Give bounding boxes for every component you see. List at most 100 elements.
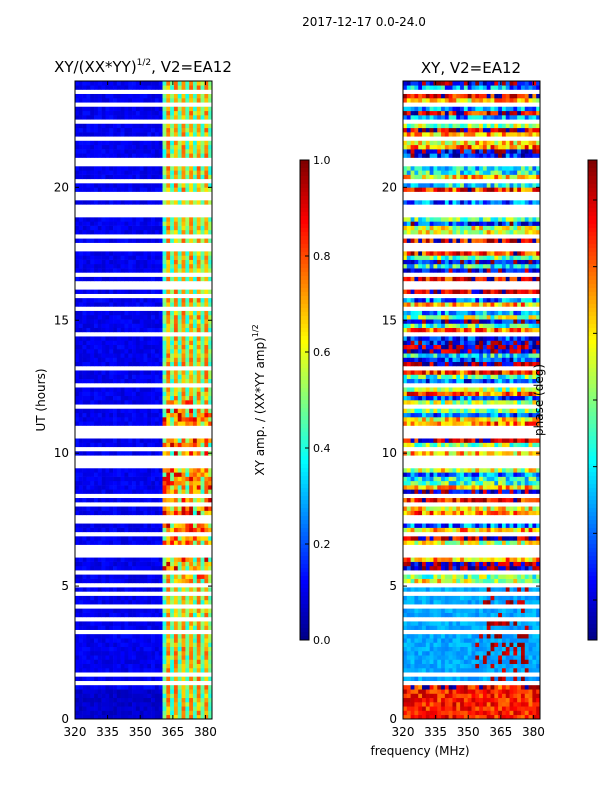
amplitude-cell xyxy=(151,676,156,682)
amplitude-cell xyxy=(128,642,133,647)
amplitude-cell xyxy=(82,98,87,103)
amplitude-cell xyxy=(97,225,102,231)
phase-cell xyxy=(429,625,434,630)
amplitude-cell xyxy=(97,170,102,175)
amplitude-cell xyxy=(139,289,144,294)
amplitude-cell xyxy=(120,642,125,647)
phase-cell xyxy=(403,621,408,626)
amplitude-cell xyxy=(86,98,91,103)
phase-cell xyxy=(490,621,495,626)
amplitude-cell xyxy=(86,263,91,269)
amplitude-cell xyxy=(97,153,102,158)
amplitude-cell xyxy=(97,319,102,324)
amplitude-cell xyxy=(135,225,140,231)
amplitude-cell xyxy=(173,149,179,154)
phase-cell xyxy=(486,706,491,711)
amplitude-cell xyxy=(177,663,182,669)
amplitude-cell xyxy=(78,676,83,682)
amplitude-cell xyxy=(113,442,118,448)
amplitude-colorbar-swatch xyxy=(300,420,309,425)
amplitude-cell xyxy=(124,523,129,528)
amplitude-cell xyxy=(204,442,209,448)
amplitude-cell xyxy=(90,472,95,477)
phase-cell xyxy=(433,689,438,694)
amplitude-cell xyxy=(94,183,99,188)
amplitude-cell xyxy=(101,706,106,711)
amplitude-cell xyxy=(158,81,163,86)
amplitude-cell xyxy=(139,302,144,307)
phase-cell xyxy=(513,706,518,711)
phase-cell xyxy=(414,710,419,716)
amplitude-cell xyxy=(139,353,144,358)
amplitude-cell xyxy=(143,93,148,99)
phase-cell xyxy=(498,638,503,643)
amplitude-cell xyxy=(158,123,163,129)
amplitude-cell xyxy=(200,259,205,265)
amplitude-colorbar-swatch xyxy=(300,436,309,441)
phase-cell xyxy=(418,557,423,562)
amplitude-cell xyxy=(135,485,140,490)
amplitude-cell xyxy=(82,697,87,703)
amplitude-cell xyxy=(147,587,152,592)
amplitude-cell xyxy=(162,387,167,392)
amplitude-cell xyxy=(82,115,87,120)
amplitude-cell xyxy=(94,174,99,180)
amplitude-cell xyxy=(158,476,163,482)
amplitude-cell xyxy=(166,578,171,584)
amplitude-cell xyxy=(105,451,110,456)
amplitude-cell xyxy=(124,378,129,384)
phase-cell xyxy=(479,701,484,707)
amplitude-data-gap xyxy=(75,208,212,214)
phase-cell xyxy=(418,659,423,665)
amplitude-cell xyxy=(109,348,114,354)
phase-cell xyxy=(410,561,415,567)
amplitude-cell xyxy=(162,565,167,571)
amplitude-cell xyxy=(192,81,198,86)
amplitude-cell xyxy=(116,297,121,303)
phase-cell xyxy=(410,608,415,613)
amplitude-cell xyxy=(173,221,179,226)
phase-cell xyxy=(418,565,423,571)
phase-cell xyxy=(448,714,453,720)
phase-cell xyxy=(418,650,423,656)
amplitude-cell xyxy=(204,510,209,516)
amplitude-cell xyxy=(94,608,99,613)
phase-cell xyxy=(524,608,529,613)
amplitude-cell xyxy=(208,98,213,103)
amplitude-cell xyxy=(78,476,83,482)
amplitude-cell xyxy=(109,276,114,282)
amplitude-cell xyxy=(154,110,160,116)
amplitude-cell xyxy=(162,127,167,133)
amplitude-cell xyxy=(128,438,133,443)
amplitude-cell xyxy=(101,633,106,639)
amplitude-cell xyxy=(132,115,137,120)
amplitude-cell xyxy=(78,123,83,129)
amplitude-cell xyxy=(101,697,106,703)
amplitude-cell xyxy=(75,476,80,482)
phase-cell xyxy=(520,693,526,699)
phase-cell xyxy=(532,574,537,579)
amplitude-cell xyxy=(143,527,148,533)
phase-cell xyxy=(501,693,507,699)
phase-cell xyxy=(441,574,446,579)
phase-cell xyxy=(498,697,503,703)
amplitude-cell xyxy=(196,417,201,422)
amplitude-cell xyxy=(147,612,152,618)
phase-cell xyxy=(513,689,518,694)
amplitude-cell xyxy=(147,183,152,188)
amplitude-data-gap xyxy=(75,246,212,252)
amplitude-cell xyxy=(94,255,99,260)
amplitude-cell xyxy=(192,144,198,150)
phase-cell xyxy=(460,587,465,592)
amplitude-cell xyxy=(204,327,209,333)
phase-cell xyxy=(498,701,503,707)
amplitude-cell xyxy=(90,361,95,367)
amplitude-cell xyxy=(128,506,133,511)
amplitude-cell xyxy=(86,140,91,146)
amplitude-cell xyxy=(132,497,137,503)
amplitude-cell xyxy=(200,655,205,660)
amplitude-cell xyxy=(86,506,91,511)
amplitude-cell xyxy=(208,238,213,243)
amplitude-cell xyxy=(177,115,182,120)
amplitude-cell xyxy=(189,565,194,571)
